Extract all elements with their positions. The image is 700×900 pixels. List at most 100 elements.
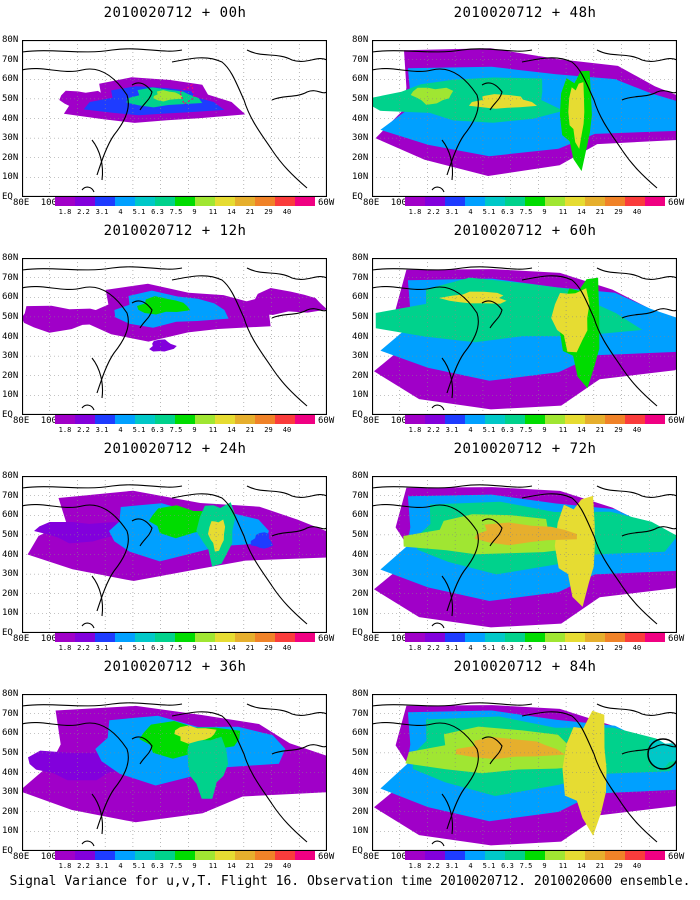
variance-contour: [208, 519, 226, 552]
coastline: [372, 48, 533, 53]
lat-tick-label: 60N: [2, 74, 19, 85]
colorbar-swatch: [505, 633, 525, 642]
panel-title: 2010020712 + 60h: [453, 223, 597, 239]
colorbar-swatch: [155, 415, 175, 424]
colorbar-swatch: [75, 633, 95, 642]
colorbar-label: 9: [192, 426, 197, 434]
variance-contour: [622, 93, 653, 115]
lat-tick-label: EQ: [352, 846, 363, 856]
variance-map: [22, 694, 327, 851]
lon-tick-label: 60W: [318, 416, 335, 426]
lat-tick-label: 40N: [352, 331, 369, 342]
colorbar-label: 1.8: [408, 208, 422, 216]
lon-tick-label: 60W: [668, 634, 685, 644]
colorbar-swatch: [485, 851, 505, 860]
colorbar-swatch: [135, 851, 155, 860]
lat-tick-label: 20N: [352, 370, 369, 381]
colorbar-swatch: [645, 851, 665, 860]
map-frame: [22, 258, 327, 415]
colorbar-label: 7.5: [519, 426, 533, 434]
colorbar-swatch: [585, 415, 605, 424]
colorbar-swatch: [545, 415, 565, 424]
colorbar-label: 3.1: [95, 426, 109, 434]
coastline: [131, 736, 153, 765]
lon-tick-label: 100E: [390, 852, 413, 862]
lat-tick-label: 80N: [352, 471, 369, 481]
coastlines: [22, 702, 327, 847]
colorbar-label: 14: [577, 208, 586, 216]
coastline: [171, 493, 308, 625]
colorbar-swatch: [485, 197, 505, 206]
colorbar-label: 6.3: [151, 644, 164, 652]
lat-tick-label: 30N: [2, 787, 19, 798]
colorbar-label: 3.1: [445, 426, 459, 434]
variance-map: [372, 476, 677, 633]
coastline: [481, 300, 503, 329]
colorbar-swatch: [135, 415, 155, 424]
lon-tick-label: 60W: [318, 634, 335, 644]
colorbar-label: 3.1: [445, 644, 459, 652]
variance-contour: [410, 87, 454, 105]
coastline: [22, 68, 129, 176]
colorbar-label: 6.3: [151, 208, 164, 216]
coastline: [22, 266, 183, 271]
lat-tick-label: 50N: [2, 311, 19, 322]
lon-tick-label: 80E: [363, 198, 380, 208]
colorbar-swatch: [625, 197, 645, 206]
colorbar-swatch: [625, 851, 645, 860]
map-panel: 2010020712 + 24h 80N 70N 60N 50N 40N 30N 20N 10N…: [0, 436, 350, 658]
map-frame: [372, 476, 677, 633]
lat-tick-label: 10N: [352, 608, 369, 619]
lat-tick-label: 70N: [352, 54, 369, 65]
colorbar: [405, 197, 665, 206]
coastline: [521, 275, 658, 407]
lat-tick-label: 80N: [352, 689, 369, 699]
colorbar-label: 29: [614, 644, 623, 652]
lat-tick-label: 20N: [2, 806, 19, 817]
colorbar-label: 21: [245, 862, 255, 870]
colorbar-label: 1.8: [58, 208, 72, 216]
lat-tick-label: 10N: [2, 172, 19, 183]
colorbar-label: 5.1: [482, 644, 496, 652]
colorbar-label: 29: [264, 644, 273, 652]
variance-contour: [562, 710, 607, 836]
lat-tick-label: 30N: [2, 133, 19, 144]
colorbar-swatch: [215, 851, 235, 860]
graticule: [372, 40, 677, 197]
lat-tick-label: 60N: [352, 728, 369, 739]
lat-tick-label: 40N: [352, 113, 369, 124]
lat-tick-label: EQ: [352, 628, 363, 638]
colorbar-label: 9: [542, 208, 547, 216]
variance-contour: [137, 296, 191, 315]
colorbar-swatch: [565, 197, 585, 206]
graticule: [372, 694, 677, 851]
colorbar-label: 40: [282, 862, 292, 870]
coastlines: [22, 48, 327, 193]
colorbar-label: 11: [208, 644, 218, 652]
lon-tick-label: 80E: [363, 634, 380, 644]
colorbar-swatch: [485, 415, 505, 424]
colorbar-swatch: [295, 415, 315, 424]
coastline: [171, 275, 308, 407]
colorbar-swatch: [235, 633, 255, 642]
colorbar-swatch: [605, 633, 625, 642]
lat-tick-label: 80N: [2, 35, 19, 45]
colorbar-label: 5.1: [132, 862, 146, 870]
lat-tick-label: 30N: [352, 787, 369, 798]
lat-tick-label: 40N: [352, 767, 369, 778]
colorbar-label: 29: [614, 208, 623, 216]
coastline: [596, 267, 677, 280]
colorbar-swatch: [425, 415, 445, 424]
lon-tick-label: 100E: [40, 198, 63, 208]
colorbar-label: 7.5: [519, 208, 533, 216]
colorbar-swatch: [275, 633, 295, 642]
colorbar-label: 11: [558, 426, 568, 434]
colorbar-label: 14: [577, 426, 586, 434]
lat-tick-label: 10N: [352, 172, 369, 183]
colorbar-label: 5.1: [482, 426, 496, 434]
lat-tick-label: 50N: [2, 529, 19, 540]
colorbar-label: 2.2: [427, 644, 440, 652]
variance-map: [372, 694, 677, 851]
lat-tick-label: EQ: [2, 628, 13, 638]
graticule: [22, 40, 327, 197]
